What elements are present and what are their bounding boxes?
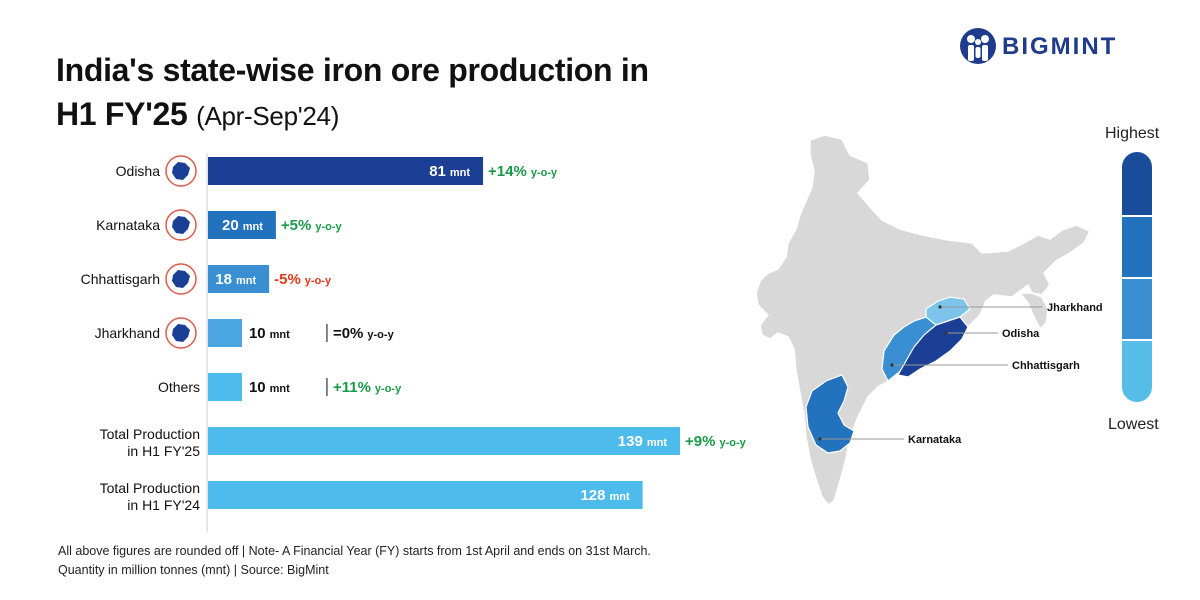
bar-chart: Odisha 81 mnt +14% y-o-y Karnataka 20 mnt +5% y-o… [81,153,747,532]
yoy-label: +11% y-o-y [333,379,402,396]
yoy-label: =0% y-o-y [333,325,395,342]
yoy-suffix: y-o-y [375,383,402,395]
bigmint-logo[interactable]: BIGMINT [958,26,1158,66]
color-scale-legend [1122,152,1152,402]
map-label-odisha: Odisha [1002,328,1040,340]
value-number: 10 [249,379,266,396]
value-label: 128 mnt [580,487,630,504]
state-map-icon [165,263,197,295]
value-unit: mnt [270,383,291,395]
bigmint-logo-icon [960,28,996,64]
state-icon-shape [172,270,190,288]
legend-band-2 [1122,216,1152,278]
category-label: Others [158,379,200,395]
category-label-line: in H1 FY'24 [127,497,200,513]
yoy-value: =0% [333,325,363,342]
category-label-line: Total Production [100,426,200,442]
state-icon-shape [172,324,190,342]
value-number: 10 [249,325,266,342]
category-label: Total Production in H1 FY'25 [100,426,201,459]
category-label-line: Total Production [100,480,200,496]
state-icon-shape [172,216,190,234]
yoy-value: +14% [488,163,527,180]
value-number: 128 [580,487,605,504]
odisha-point [944,331,948,335]
bar [208,265,270,293]
footnote-line1: All above figures are rounded off | Note… [58,544,651,558]
category-label: Odisha [116,163,161,179]
odisha-region [897,316,969,378]
bar [208,319,242,347]
value-number: 139 [618,433,643,450]
value-number: 20 [222,217,239,234]
brand-name: BIGMINT [1002,33,1118,60]
karnataka-point [818,437,822,441]
footnote-line2: Quantity in million tonnes (mnt) | Sourc… [58,563,329,577]
karnataka-region [805,374,855,454]
yoy-suffix: y-o-y [719,437,746,449]
title-line2-subtitle: (Apr-Sep'24) [196,101,340,131]
yoy-label: -5% y-o-y [274,271,332,288]
yoy-value: +11% [333,379,371,396]
value-label: 20 mnt [222,217,263,234]
yoy-suffix: y-o-y [531,167,558,179]
value-label: 139 mnt [618,433,668,450]
category-label: Karnataka [96,217,160,233]
map-points [818,305,948,441]
state-map-icon [165,209,197,241]
value-label: 10 mnt [249,379,290,396]
category-label-line: in H1 FY'25 [127,443,200,459]
title-line1: India's state-wise iron ore production i… [56,52,649,88]
value-number: 81 [429,163,446,180]
state-icon-shape [172,162,190,180]
yoy-suffix: y-o-y [315,221,342,233]
yoy-value: +9% [685,433,715,450]
value-unit: mnt [236,275,257,287]
bar [208,481,643,509]
legend-highest-label: Highest [1105,125,1160,142]
yoy-label: +9% y-o-y [685,433,747,450]
map-label-chhattisgarh: Chhattisgarh [1012,360,1080,372]
legend-band-1 [1122,152,1152,216]
legend-band-4 [1122,340,1152,402]
value-number: 18 [215,271,232,288]
state-map-icon [165,317,197,349]
map-callouts [820,306,1042,440]
category-label: Chhattisgarh [81,271,160,287]
value-unit: mnt [609,491,630,503]
value-unit: mnt [270,329,291,341]
yoy-value: +5% [281,217,311,234]
bar [208,157,484,185]
yoy-label: +14% y-o-y [488,163,558,180]
category-label: Total Production in H1 FY'24 [100,480,201,513]
jharkhand-point [938,305,942,309]
category-label: Jharkhand [95,325,160,341]
bar [208,211,276,239]
legend-band-3 [1122,278,1152,340]
chhattisgarh-point [890,363,894,367]
chart-title: India's state-wise iron ore production i… [56,48,649,138]
northeast-india-shape [1018,292,1049,331]
value-label: 81 mnt [429,163,470,180]
map-label-jharkhand: Jharkhand [1047,302,1103,314]
yoy-suffix: y-o-y [367,329,394,341]
value-label: 10 mnt [249,325,290,342]
yoy-suffix: y-o-y [305,275,332,287]
india-map: Jharkhand Odisha Chhattisgarh Karnataka [755,134,1103,507]
value-label: 18 mnt [215,271,256,288]
state-map-icon [165,155,197,187]
value-unit: mnt [647,437,668,449]
legend-lowest-label: Lowest [1108,416,1159,433]
map-label-karnataka: Karnataka [908,434,962,446]
bar [208,427,680,455]
title-line2-bold: H1 FY'25 [56,96,188,132]
yoy-label: +5% y-o-y [281,217,343,234]
footnote: All above figures are rounded off | Note… [58,542,651,580]
value-unit: mnt [243,221,264,233]
yoy-value: -5% [274,271,301,288]
value-unit: mnt [450,167,471,179]
bar [208,373,242,401]
